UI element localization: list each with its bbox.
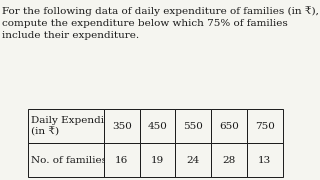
Text: For the following data of daily expenditure of families (in ₹), compute the expe: For the following data of daily expendit… [2,7,319,40]
